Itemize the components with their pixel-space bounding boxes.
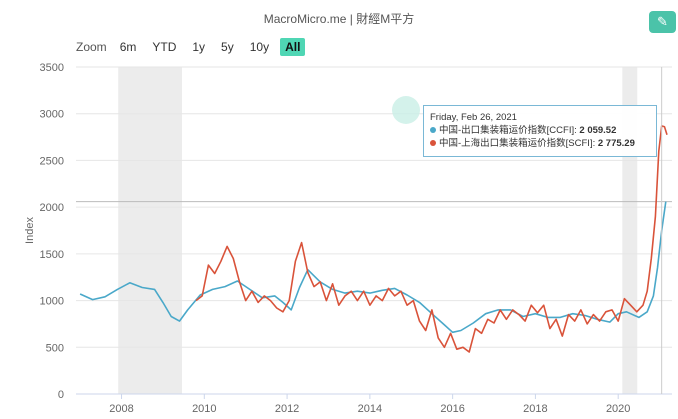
shaded-band-0 (118, 67, 182, 394)
x-tick-label-6: 2020 (606, 403, 630, 415)
tooltip-scfi-value: 2 775.29 (597, 138, 635, 149)
chart-tooltip: Friday, Feb 26, 2021 中国-出口集装箱运价指数[CCFI]:… (423, 105, 657, 157)
zoom-5y-button[interactable]: 5y (221, 40, 234, 54)
x-tick-label-4: 2016 (440, 403, 464, 415)
tooltip-ccfi-name: 中国-出口集装箱运价指数[CCFI] (439, 125, 575, 136)
zoom-label: Zoom (76, 40, 107, 54)
tooltip-ccfi-dot (430, 127, 436, 134)
zoom-6m-button[interactable]: 6m (119, 40, 137, 54)
series-line-1 (195, 125, 668, 353)
chart-source-title: MacroMicro.me | 財經M平方 (263, 12, 415, 26)
x-tick-label-2: 2012 (275, 403, 299, 415)
x-tick-label-0: 2008 (109, 403, 133, 415)
zoom-1y-button[interactable]: 1y (192, 40, 206, 54)
tooltip-scfi-name: 中国-上海出口集装箱运价指数[SCFI] (439, 138, 593, 149)
y-tick-label-4: 2000 (40, 202, 64, 214)
x-tick-label-1: 2010 (192, 403, 216, 415)
y-tick-label-7: 3500 (40, 62, 64, 74)
x-tick-label-5: 2018 (523, 403, 547, 415)
tooltip-date: Friday, Feb 26, 2021 (430, 112, 517, 123)
macromicro-logo-icon (392, 96, 420, 124)
zoom-all-button[interactable]: All (280, 38, 306, 56)
y-tick-label-5: 2500 (40, 155, 64, 167)
y-tick-label-3: 1500 (40, 249, 64, 261)
y-tick-label-0: 0 (58, 389, 64, 401)
tooltip-row-scfi: 中国-上海出口集装箱运价指数[SCFI]: 2 775.29 (430, 137, 650, 150)
edit-button[interactable]: ✎ (649, 11, 676, 33)
tooltip-ccfi-value: 2 059.52 (579, 125, 617, 136)
y-tick-label-2: 1000 (40, 296, 64, 308)
y-axis-label: Index (24, 217, 36, 244)
tooltip-row-ccfi: 中国-出口集装箱运价指数[CCFI]: 2 059.52 (430, 124, 650, 137)
pencil-icon: ✎ (657, 14, 668, 29)
x-tick-label-3: 2014 (358, 403, 382, 415)
zoom-controls: Zoom 6m YTD 1y 5y 10y All (76, 38, 311, 56)
zoom-ytd-button[interactable]: YTD (152, 40, 177, 54)
y-tick-label-1: 500 (46, 342, 64, 354)
y-tick-label-6: 3000 (40, 109, 64, 121)
tooltip-scfi-dot (430, 140, 436, 147)
zoom-10y-button[interactable]: 10y (249, 40, 270, 54)
